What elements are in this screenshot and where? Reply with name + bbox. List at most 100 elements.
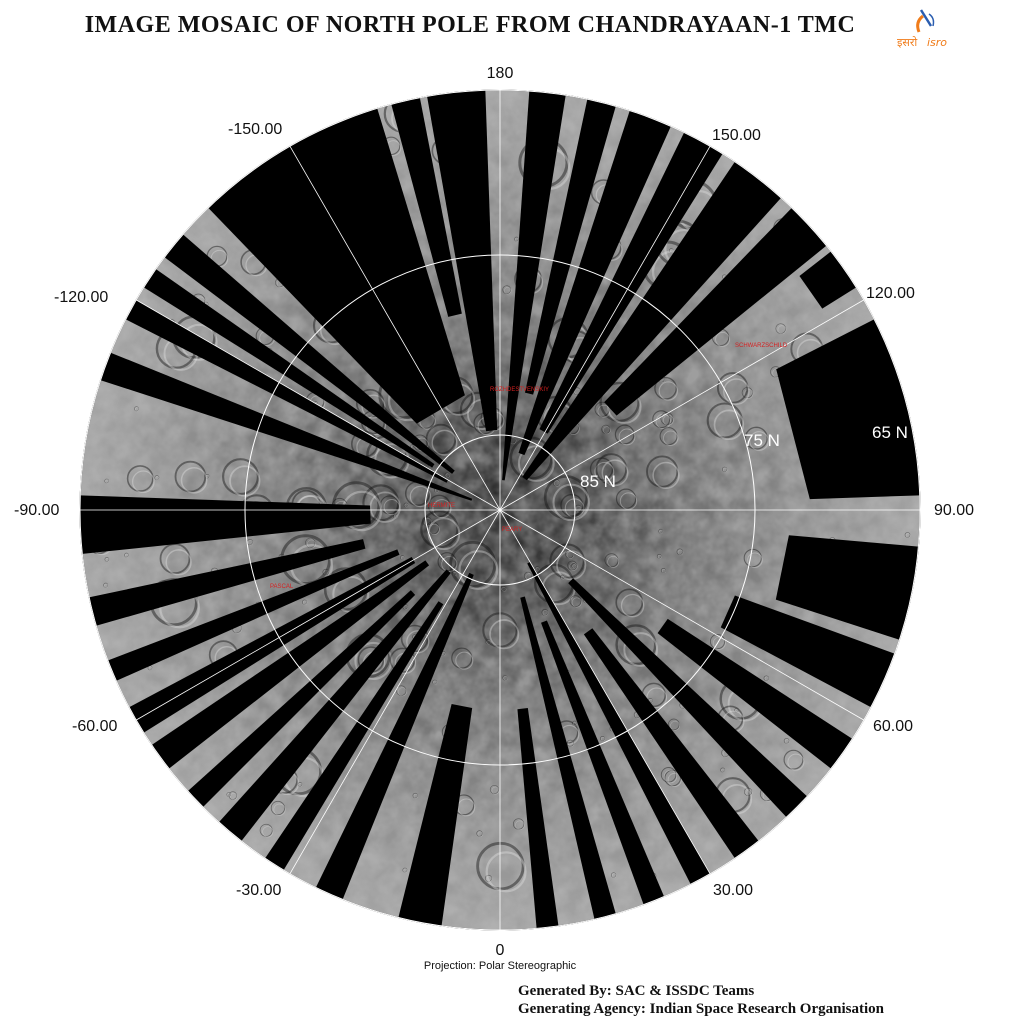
crater [484,874,492,882]
logo-text-devanagari: इसरो [897,36,917,49]
crater-rim [155,476,160,481]
crater-label-peary: PEARY [502,527,522,533]
coverage-gap-4 [522,136,802,481]
crater-rim [535,567,540,572]
crater [402,867,408,873]
crater-rim [248,540,254,546]
crater-rim [431,429,458,456]
crater-rim [393,514,398,519]
crater [440,556,447,563]
crater [322,568,329,576]
crater [485,639,491,645]
crater-rim [354,641,393,680]
coverage-gap-26 [527,561,725,911]
crater [560,574,565,580]
crater-rim [777,325,787,335]
coverage-gap-17 [126,560,430,788]
crater [476,830,483,837]
crater [395,685,407,696]
meridian-line [289,509,501,874]
coverage-gap-9 [140,214,455,474]
crater-rim [205,474,210,479]
crater [664,769,681,787]
crater-label-pascal: PASCAL [270,584,294,590]
crater [709,633,726,650]
crater [362,484,400,522]
crater [412,792,418,799]
crater [425,423,457,455]
crater [427,494,451,518]
crater-rim [552,483,590,522]
crater-rim [131,470,155,494]
crater [743,787,753,796]
crater-rim [105,479,110,484]
crater-rim [601,459,629,487]
crater [652,410,671,429]
crater [716,372,749,404]
crater-rim [503,676,508,681]
lat-label-75: 75 N [744,431,780,450]
crater [228,791,238,800]
crater-label-rozhdestvenskiy: ROZHDESTVENSKIY [490,387,549,393]
crater-rim [441,557,447,564]
meridian-line [136,509,501,721]
crater [904,532,911,538]
crater [226,792,232,797]
crater [595,453,628,485]
crater-rim [104,583,109,588]
crater [444,472,450,478]
coverage-gap-2 [518,90,684,456]
crater [659,427,678,446]
crater [502,285,512,295]
lon-label-90: 90.00 [934,502,974,519]
lon-label-minus-90: -90.00 [14,502,59,519]
crater [512,818,525,830]
crater-rim [670,720,680,731]
crater [721,466,728,472]
crater [594,401,610,417]
crater-rim [428,523,440,536]
coverage-gap-25 [541,620,676,930]
crater-rim [646,687,668,709]
lon-label-minus-120: -120.00 [54,289,108,306]
crater [543,475,589,520]
crater [301,599,307,605]
crater-rim [403,605,409,610]
crater-rim [745,789,753,797]
crater-rim [764,676,770,681]
crater-rim [307,539,316,549]
crater [763,675,769,681]
crater [541,608,549,616]
isro-logo-icon: इसरो isro [897,9,947,49]
crater [604,553,619,568]
crater-rim [148,666,153,671]
crater-rim [618,428,636,446]
agency-line: Generating Agency: Indian Space Research… [518,1001,884,1017]
crater-rim [125,553,129,558]
crater-rim [458,550,499,590]
crater-rim [455,651,474,670]
crater-rim [517,445,555,482]
coverage-gap-1 [524,90,625,395]
lon-label-minus-60: -60.00 [72,718,117,735]
crater-rim [369,491,401,523]
crater-rim [659,529,664,534]
crater [104,478,109,484]
crater-rim [432,499,452,519]
crater [654,376,677,400]
crater [615,488,637,509]
crater-rim [661,569,666,574]
crater [668,248,674,253]
crater-rim [658,381,678,401]
crater-rim [165,549,192,576]
crater [552,479,560,487]
crater-rim [409,485,432,508]
crater-rim [441,555,458,573]
crater-rim [180,466,208,494]
meridian-line [499,509,711,874]
crater-label-hermite: HERMITE [428,503,455,509]
coverage-gap-27 [583,628,778,884]
crater-rim [477,831,483,837]
crater-rim [105,557,110,562]
coverage-gap-22 [391,704,473,930]
